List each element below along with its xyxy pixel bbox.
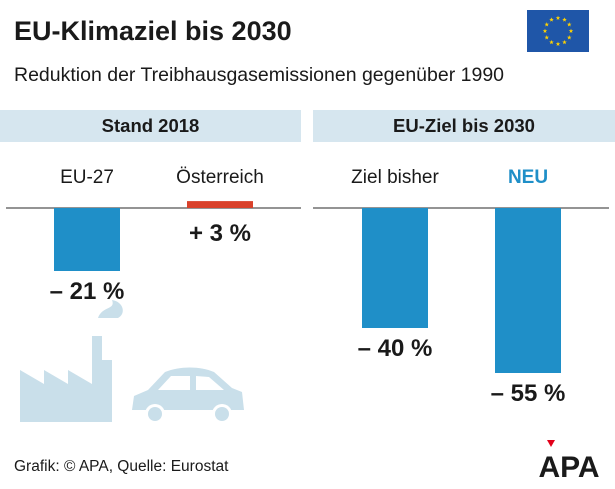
- page-title: EU-Klimaziel bis 2030: [14, 16, 292, 46]
- panel-header-stand-2018: Stand 2018: [0, 110, 301, 142]
- apa-logo: APA: [538, 440, 600, 482]
- flag-star: [562, 39, 567, 45]
- flag-star: [555, 15, 561, 20]
- data-label: + 3 %: [189, 220, 251, 247]
- flag-star: [542, 28, 548, 33]
- source-credit: Grafik: © APA, Quelle: Eurostat: [14, 458, 229, 475]
- factory-icon: [20, 300, 123, 422]
- bar: [54, 208, 120, 271]
- page-subtitle: Reduktion der Treibhausgasemissionen geg…: [14, 64, 505, 86]
- flag-star: [566, 22, 572, 27]
- category-label: Österreich: [176, 167, 264, 188]
- data-label: – 55 %: [491, 380, 566, 407]
- flag-star: [549, 39, 554, 45]
- panel-header-eu-ziel-2030: EU-Ziel bis 2030: [313, 110, 615, 142]
- category-label: NEU: [508, 167, 548, 188]
- car-icon: [132, 367, 244, 424]
- data-label: – 40 %: [358, 335, 433, 362]
- bar: [495, 208, 561, 373]
- flag-star: [566, 35, 572, 40]
- flag-star: [544, 35, 550, 40]
- flag-star: [555, 41, 561, 46]
- apa-logo-text: APA: [538, 451, 599, 482]
- bar: [362, 208, 428, 328]
- bar: [187, 201, 253, 208]
- data-label: – 21 %: [50, 278, 125, 305]
- eu-flag-icon: [527, 10, 589, 52]
- flag-star: [549, 17, 554, 22]
- flag-star: [544, 22, 550, 27]
- flag-star: [568, 28, 574, 33]
- flag-star: [562, 17, 567, 22]
- category-label: EU-27: [60, 167, 114, 188]
- category-label: Ziel bisher: [351, 167, 439, 188]
